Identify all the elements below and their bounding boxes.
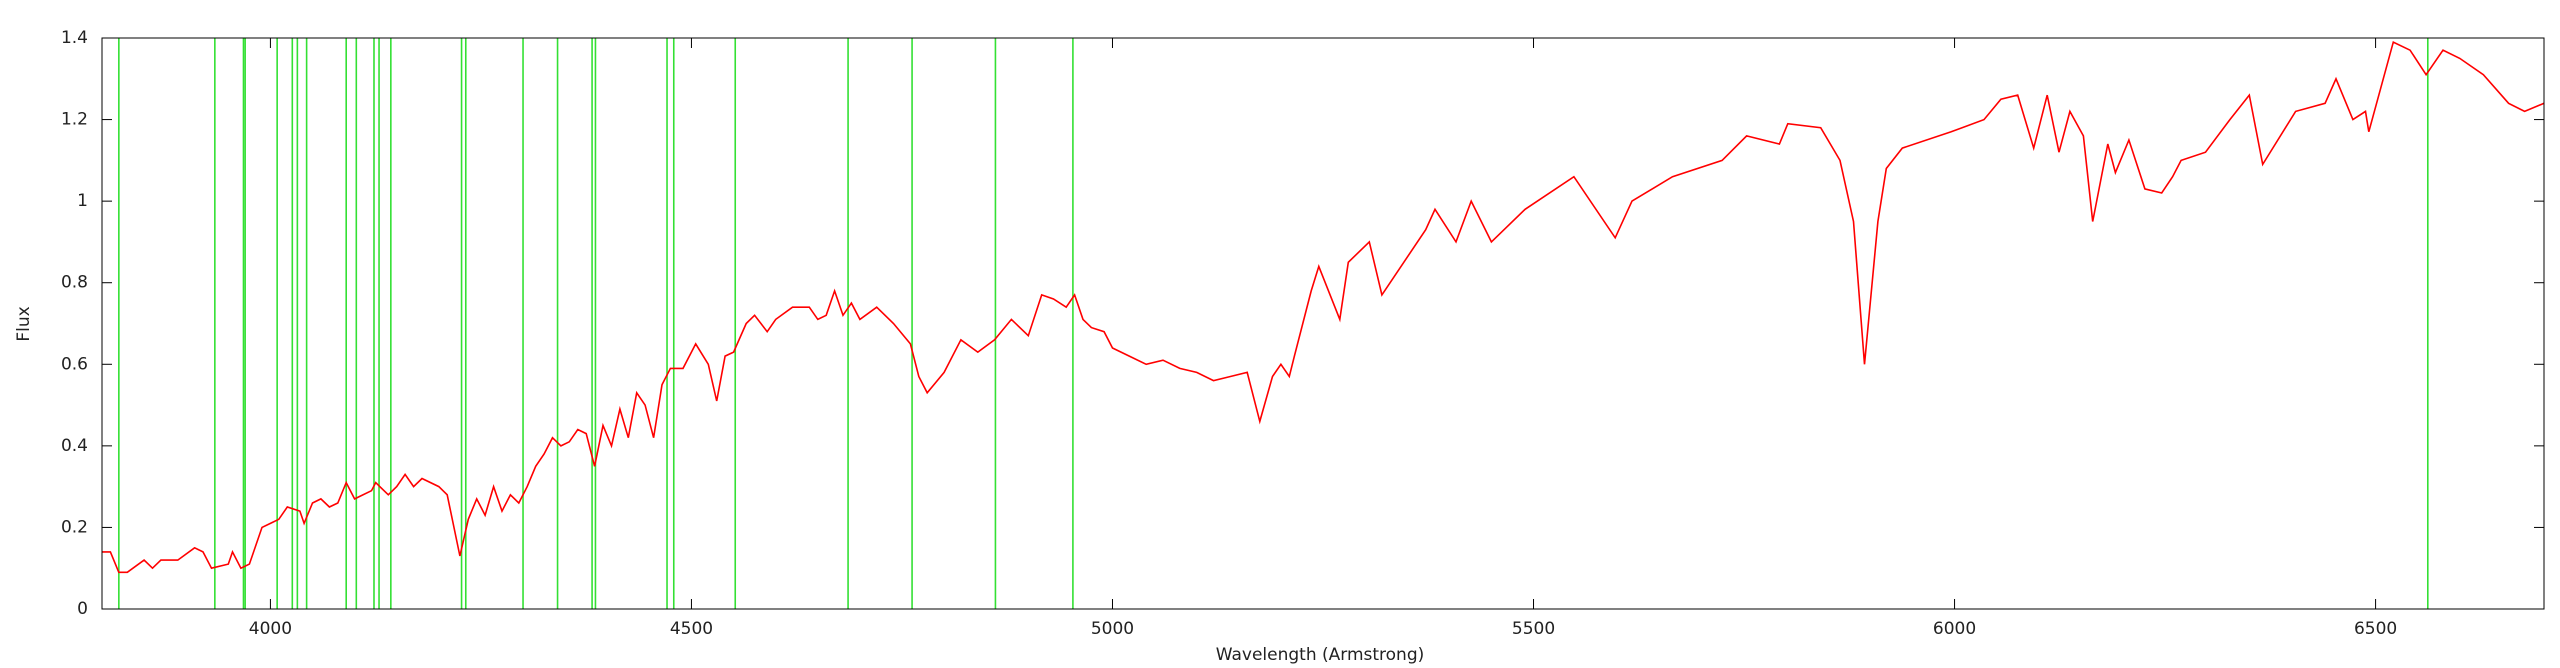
y-tick-label: 0.4 [61, 436, 88, 456]
x-tick-label: 5000 [1091, 619, 1134, 639]
y-tick-label: 0.8 [61, 273, 88, 293]
x-tick-label: 5500 [1512, 619, 1555, 639]
y-tick-label: 0.2 [61, 517, 88, 537]
x-tick-label: 6000 [1933, 619, 1976, 639]
y-tick-label: 1.2 [61, 110, 88, 130]
y-tick-label: 1.4 [61, 28, 88, 48]
x-axis-label: Wavelength (Armstrong) [1216, 645, 1425, 665]
y-tick-label: 1 [77, 191, 88, 211]
data-line [102, 40, 2545, 574]
y-tick-label: 0 [77, 599, 88, 619]
x-tick-label: 4500 [670, 619, 713, 639]
y-axis-label: Flux [14, 306, 34, 341]
x-tick-label: 4000 [249, 619, 292, 639]
x-tick-label: 6500 [2354, 619, 2397, 639]
y-tick-label: 0.6 [61, 354, 88, 374]
plot-frame [101, 37, 2545, 610]
